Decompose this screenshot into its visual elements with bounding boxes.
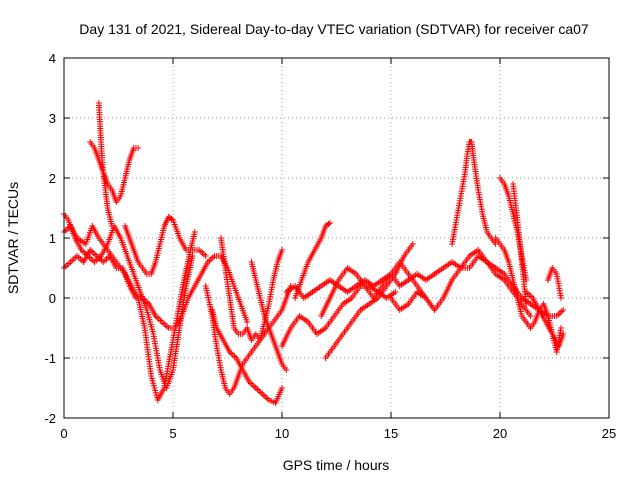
x-axis-label: GPS time / hours <box>283 457 390 473</box>
data-point <box>523 301 530 307</box>
x-tick-label: 20 <box>493 426 507 441</box>
chart-title: Day 131 of 2021, Sidereal Day-to-day VTE… <box>79 21 589 37</box>
data-point-interp <box>168 216 175 222</box>
y-tick-label: 4 <box>49 51 56 66</box>
series-arc-12 <box>283 253 567 319</box>
series-arc-14 <box>318 259 438 319</box>
series-arc-8 <box>209 307 285 406</box>
data-point <box>202 253 209 259</box>
data-point <box>244 319 251 325</box>
data-point-interp <box>325 221 332 227</box>
x-tick-label: 25 <box>602 426 616 441</box>
plot-frame <box>63 57 610 419</box>
y-tick-label: 1 <box>49 231 56 246</box>
data-point <box>392 289 399 295</box>
series-arc-15 <box>322 241 416 361</box>
series-arc-17 <box>449 139 499 247</box>
data-point <box>560 307 567 313</box>
data-point <box>326 220 333 226</box>
data-point <box>191 229 198 235</box>
data-point <box>135 145 142 151</box>
x-tick-label: 15 <box>384 426 398 441</box>
series-arc-9 <box>217 235 285 343</box>
data-point <box>283 367 290 373</box>
y-tick-label: -2 <box>44 411 56 426</box>
series-arc-4 <box>87 139 142 205</box>
series-arc-6 <box>122 214 209 277</box>
data-points <box>61 100 567 406</box>
series-arc-21 <box>523 289 567 349</box>
data-point <box>279 385 285 391</box>
y-tick-label: 3 <box>49 111 56 126</box>
data-point <box>108 223 115 229</box>
data-point <box>527 313 534 319</box>
y-tick-label: -1 <box>44 351 56 366</box>
data-point <box>558 325 565 331</box>
y-tick-label: 2 <box>49 171 56 186</box>
x-tick-label: 0 <box>60 426 67 441</box>
y-tick-label: 0 <box>49 291 56 306</box>
data-point <box>558 295 565 301</box>
series-arc-10 <box>248 259 290 373</box>
series-arc-22 <box>544 265 565 301</box>
x-tick-label: 10 <box>275 426 289 441</box>
data-point <box>189 253 196 259</box>
series-arc-20 <box>510 181 530 307</box>
grid-lines <box>64 58 609 418</box>
series-arc-5 <box>95 100 115 229</box>
y-axis-label: SDTVAR / TECUs <box>5 182 21 294</box>
data-point <box>560 331 567 337</box>
series-arc-13 <box>292 220 333 301</box>
x-tick-label: 5 <box>169 426 176 441</box>
data-point <box>409 241 416 247</box>
data-point <box>279 247 285 253</box>
